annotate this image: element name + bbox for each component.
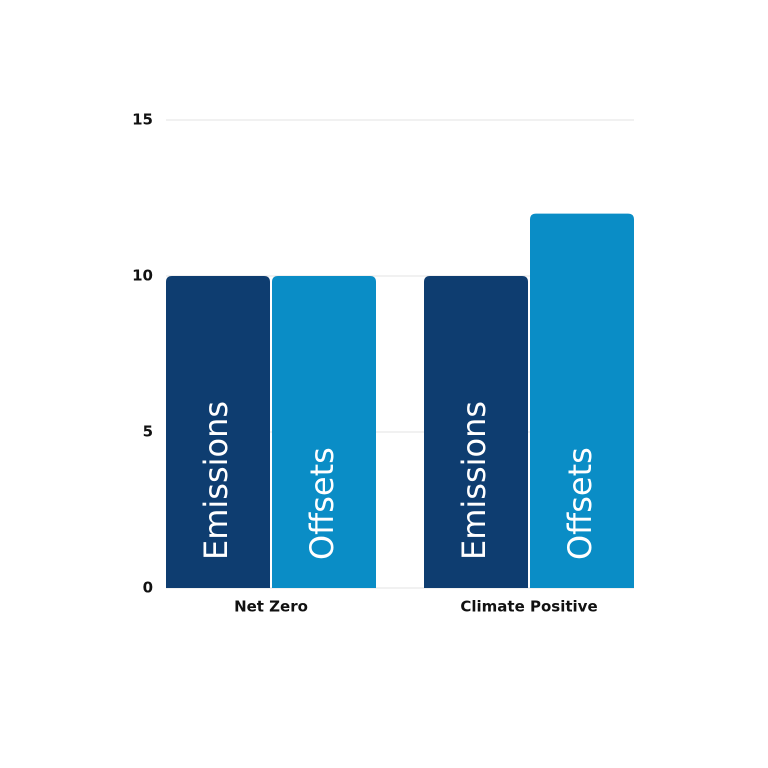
bar-label: Emissions [455, 401, 493, 560]
y-tick-label: 15 [132, 111, 153, 129]
x-tick-label: Net Zero [234, 598, 308, 616]
bar [166, 276, 270, 588]
bar [424, 276, 528, 588]
y-tick-label: 0 [143, 579, 153, 597]
bar-label: Offsets [303, 447, 341, 560]
y-tick-label: 10 [132, 267, 153, 285]
bar-label: Emissions [197, 401, 235, 560]
bar [272, 276, 376, 588]
x-tick-label: Climate Positive [460, 598, 597, 616]
y-tick-label: 5 [143, 423, 153, 441]
bar [530, 213, 634, 588]
bar-label: Offsets [561, 447, 599, 560]
